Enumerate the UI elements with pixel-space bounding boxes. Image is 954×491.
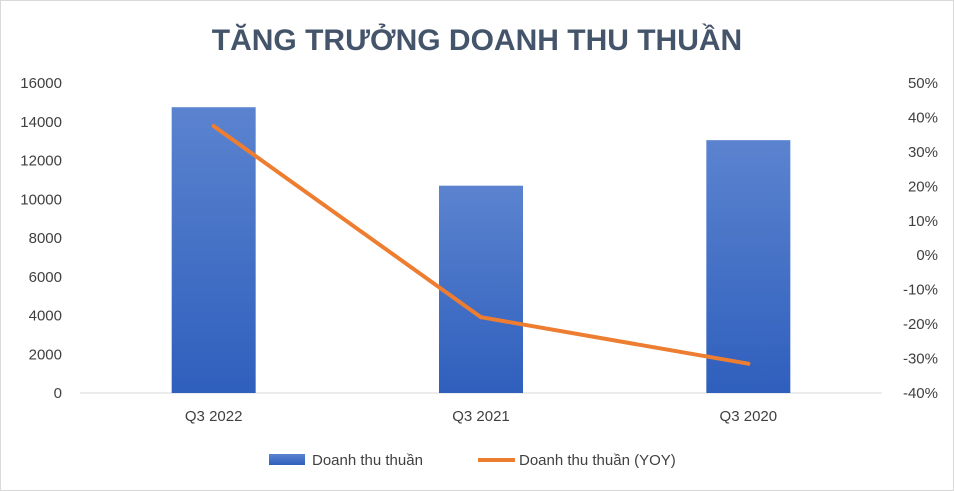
legend-swatch-bar bbox=[269, 454, 305, 465]
left-axis-tick-label: 2000 bbox=[29, 346, 62, 363]
x-axis-tick-label: Q3 2020 bbox=[720, 408, 778, 425]
x-axis-tick-label: Q3 2022 bbox=[185, 408, 243, 425]
left-axis-tick-label: 14000 bbox=[20, 114, 62, 131]
left-axis-tick-label: 10000 bbox=[20, 191, 62, 208]
legend-label-bar: Doanh thu thuần bbox=[312, 452, 423, 469]
bar bbox=[706, 140, 791, 393]
left-axis-tick-label: 0 bbox=[54, 385, 62, 402]
legend-label-line: Doanh thu thuần (YOY) bbox=[519, 452, 676, 469]
left-axis: 0 2000 4000 6000 8000 10000 12000 14000 16000 bbox=[20, 75, 62, 402]
line-series bbox=[211, 124, 751, 366]
yoy-point bbox=[211, 124, 216, 129]
right-axis-tick-label: -20% bbox=[903, 316, 938, 333]
right-axis-tick-label: -30% bbox=[903, 351, 938, 368]
chart-title: TĂNG TRƯỞNG DOANH THU THUẦN bbox=[212, 23, 742, 57]
x-axis-ticks: Q3 2022 Q3 2021 Q3 2020 bbox=[185, 408, 777, 425]
legend: Doanh thu thuần Doanh thu thuần (YOY) bbox=[269, 452, 676, 469]
yoy-point bbox=[479, 315, 483, 320]
right-axis-tick-label: 40% bbox=[908, 109, 938, 126]
x-axis-tick-label: Q3 2021 bbox=[452, 408, 510, 425]
left-axis-tick-label: 12000 bbox=[20, 153, 62, 170]
right-axis-tick-label: 20% bbox=[908, 178, 938, 195]
right-axis-tick-label: 50% bbox=[908, 75, 938, 92]
right-axis-tick-label: 10% bbox=[908, 213, 938, 230]
bar bbox=[439, 185, 523, 393]
left-axis-tick-label: 6000 bbox=[29, 269, 62, 286]
right-axis: -40% -30% -20% -10% 0% 10% 20% 30% 40% 50% bbox=[903, 75, 938, 402]
bar bbox=[171, 107, 256, 393]
bar-series bbox=[171, 107, 791, 393]
left-axis-tick-label: 16000 bbox=[20, 75, 62, 92]
yoy-point bbox=[746, 361, 751, 366]
left-axis-tick-label: 8000 bbox=[29, 230, 62, 247]
right-axis-tick-label: -40% bbox=[903, 385, 938, 402]
right-axis-tick-label: 0% bbox=[916, 247, 938, 264]
left-axis-tick-label: 4000 bbox=[29, 308, 62, 325]
right-axis-tick-label: 30% bbox=[908, 144, 938, 161]
right-axis-tick-label: -10% bbox=[903, 282, 938, 299]
